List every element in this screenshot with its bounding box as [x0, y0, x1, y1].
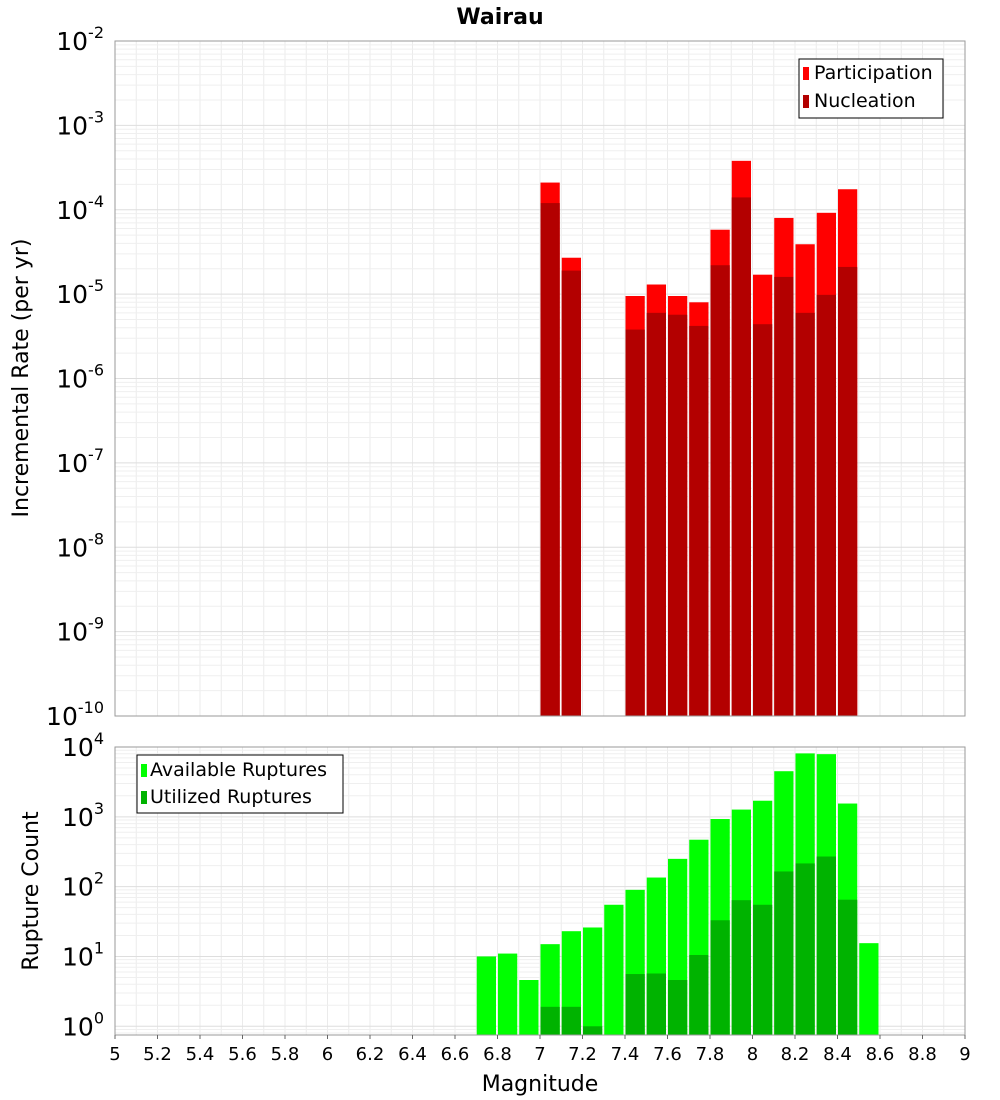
y-tick-label: 100 — [62, 1008, 104, 1041]
magnitude-x-axis-label: Magnitude — [482, 1072, 599, 1097]
utilized-ruptures-bar — [838, 899, 858, 1035]
nucleation-bar — [795, 312, 815, 716]
rate-bars — [540, 160, 858, 717]
rate-y-ticks: 10-10 10-9 10-8 10-7 10-6 10-5 10-4 10-3 10-2 — [46, 23, 104, 731]
rate-legend-box — [798, 58, 944, 119]
x-tick-label: 6 — [322, 1044, 333, 1065]
nucleation-bar — [774, 276, 794, 716]
x-tick-label: 5.2 — [143, 1044, 172, 1065]
rate-y-axis-label: Incremental Rate (per yr) — [9, 239, 34, 518]
available-ruptures-bar — [519, 980, 539, 1035]
utilized-ruptures-bar — [816, 856, 836, 1035]
available-ruptures-bar — [604, 904, 624, 1035]
available-legend-swatch — [141, 764, 147, 777]
available-ruptures-bar — [583, 927, 603, 1035]
nucleation-legend-label: Nucleation — [814, 90, 916, 112]
utilized-ruptures-bar — [561, 1006, 581, 1035]
x-tick-label: 8.4 — [823, 1044, 852, 1065]
utilized-ruptures-bar — [710, 920, 730, 1035]
y-tick-label: 10-7 — [56, 445, 104, 478]
y-tick-label: 10-3 — [56, 107, 104, 140]
x-tick-label: 9 — [959, 1044, 970, 1065]
y-tick-label: 10-6 — [56, 361, 104, 394]
count-legend: Available Ruptures Utilized Ruptures — [136, 754, 344, 814]
available-ruptures-bar — [498, 953, 518, 1035]
utilized-ruptures-bar — [774, 871, 794, 1035]
x-tick-label: 7.2 — [568, 1044, 597, 1065]
utilized-ruptures-bar — [689, 954, 709, 1035]
x-tick-label: 8.2 — [781, 1044, 810, 1065]
y-tick-label: 10-8 — [56, 529, 104, 562]
rate-legend: Participation Nucleation — [798, 58, 944, 119]
y-tick-label: 10-4 — [56, 192, 104, 225]
utilized-ruptures-bar — [668, 980, 688, 1035]
x-tick-label: 6.4 — [398, 1044, 427, 1065]
available-ruptures-bar — [859, 943, 879, 1035]
y-tick-label: 101 — [62, 938, 104, 971]
participation-legend-label: Participation — [814, 62, 933, 84]
utilized-ruptures-bar — [753, 904, 773, 1035]
nucleation-bar — [540, 203, 560, 716]
chart-title: Wairau — [456, 5, 543, 30]
y-tick-label: 103 — [62, 799, 104, 832]
nucleation-bar — [561, 270, 581, 716]
available-ruptures-bar — [476, 956, 496, 1035]
x-tick-label: 5.6 — [228, 1044, 257, 1065]
nucleation-bar — [668, 314, 688, 716]
magnitude-x-ticks: 5 5.2 5.4 5.6 5.8 6 6.2 6.4 6.6 6.8 7 7.2 7.4 7.6 7.8 8… — [109, 1035, 971, 1065]
utilized-ruptures-bar — [540, 1006, 560, 1035]
y-tick-label: 102 — [62, 869, 104, 902]
nucleation-bar — [731, 197, 751, 717]
y-tick-label: 10-5 — [56, 276, 104, 309]
rate-grid — [114, 40, 966, 717]
x-tick-label: 6.2 — [356, 1044, 385, 1065]
x-tick-label: 5.4 — [186, 1044, 215, 1065]
x-tick-label: 8.8 — [908, 1044, 937, 1065]
x-tick-label: 7.4 — [611, 1044, 640, 1065]
x-tick-label: 5.8 — [271, 1044, 300, 1065]
count-panel: 100 101 102 103 104 5 5.2 5.4 5.6 5.8 6 6.2 6.4 6.6 6… — [19, 729, 971, 1097]
x-tick-label: 7.8 — [696, 1044, 725, 1065]
x-tick-label: 8 — [747, 1044, 758, 1065]
nucleation-bar — [710, 265, 730, 716]
y-tick-label: 104 — [62, 729, 104, 762]
utilized-ruptures-bar — [625, 974, 645, 1035]
x-tick-label: 6.6 — [441, 1044, 470, 1065]
x-tick-label: 7.6 — [653, 1044, 682, 1065]
nucleation-bar — [753, 324, 773, 716]
y-tick-label: 10-10 — [46, 698, 104, 731]
count-y-ticks: 100 101 102 103 104 — [62, 729, 104, 1041]
utilized-ruptures-bar — [646, 973, 666, 1035]
rate-panel: 10-10 10-9 10-8 10-7 10-6 10-5 10-4 10-3 10-2 In… — [9, 23, 966, 731]
count-legend-box — [136, 754, 344, 814]
x-tick-label: 8.6 — [866, 1044, 895, 1065]
utilized-ruptures-bar — [795, 863, 815, 1035]
x-tick-label: 6.8 — [483, 1044, 512, 1065]
nucleation-legend-swatch — [803, 95, 809, 108]
nucleation-bar — [625, 329, 645, 716]
utilized-legend-swatch — [141, 791, 147, 804]
utilized-ruptures-bar — [731, 900, 751, 1035]
utilized-legend-label: Utilized Ruptures — [150, 786, 312, 808]
participation-legend-swatch — [803, 67, 809, 80]
available-legend-label: Available Ruptures — [150, 759, 327, 781]
y-tick-label: 10-9 — [56, 614, 104, 647]
nucleation-bar — [816, 294, 836, 716]
nucleation-bar — [689, 325, 709, 716]
count-y-axis-label: Rupture Count — [19, 811, 44, 971]
rate-plot-border — [114, 40, 966, 717]
x-tick-label: 5 — [109, 1044, 120, 1065]
nucleation-bar — [646, 312, 666, 716]
count-bars — [476, 753, 879, 1035]
y-tick-label: 10-2 — [56, 23, 104, 56]
nucleation-bar — [838, 266, 858, 716]
utilized-ruptures-bar — [583, 1026, 603, 1035]
x-tick-label: 7 — [534, 1044, 545, 1065]
